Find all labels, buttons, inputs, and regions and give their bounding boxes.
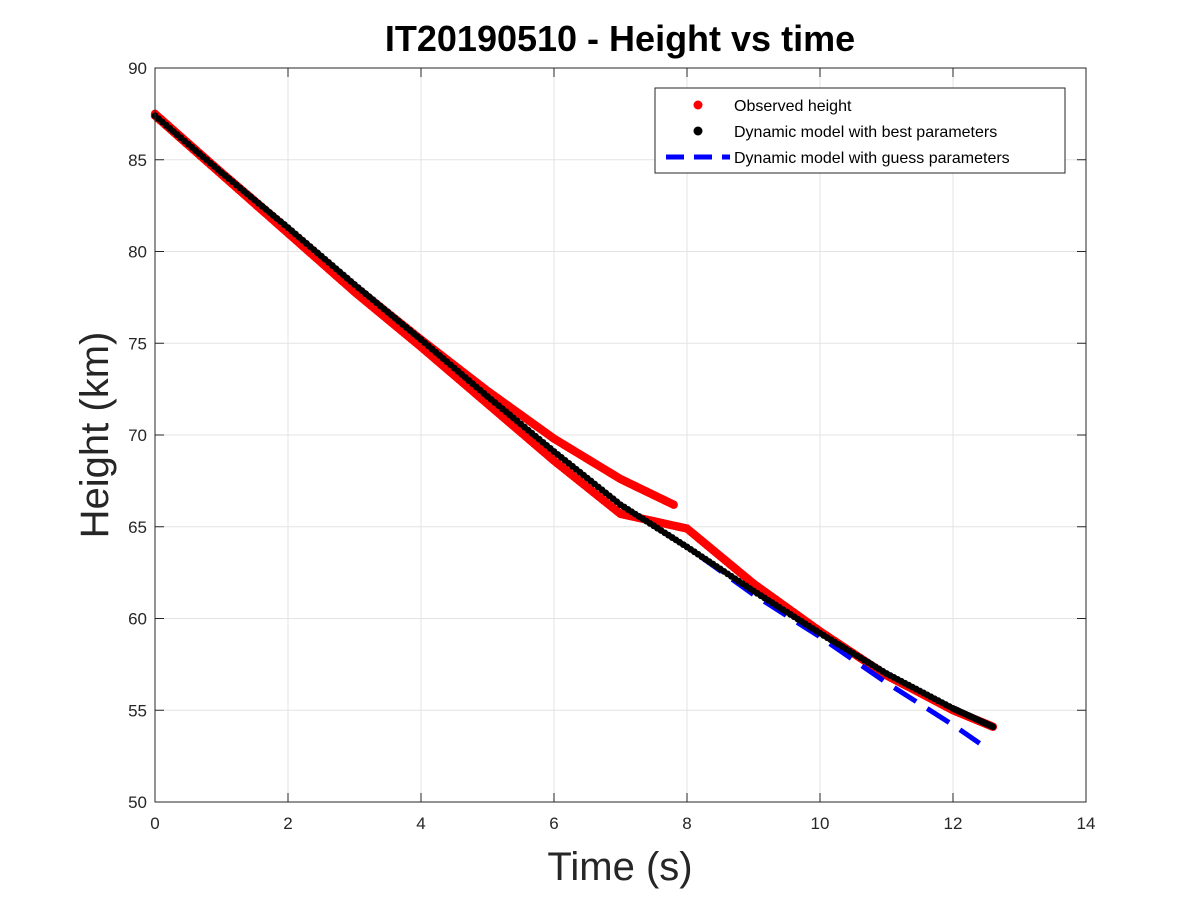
y-axis-title: Height (km) [73, 332, 117, 539]
axis-ticks: 0 2 4 6 8 10 12 14 50 55 60 65 70 75 80 85 90 [128, 59, 1095, 833]
y-tick-label: 75 [128, 334, 147, 353]
best-model-point [989, 723, 997, 731]
x-tick-label: 14 [1077, 814, 1096, 833]
y-tick-label: 50 [128, 793, 147, 812]
y-tick-label: 65 [128, 518, 147, 537]
data-series [150, 109, 998, 746]
y-tick-label: 85 [128, 151, 147, 170]
legend-marker-observed [693, 100, 703, 110]
legend-label-observed: Observed height [734, 98, 852, 115]
x-tick-label: 4 [416, 814, 425, 833]
y-tick-label: 80 [128, 243, 147, 262]
legend-label-guess: Dynamic model with guess parameters [734, 150, 1010, 167]
y-tick-label: 90 [128, 59, 147, 78]
x-tick-label: 10 [811, 814, 830, 833]
x-axis-title: Time (s) [547, 845, 692, 889]
legend-marker-best [693, 126, 703, 136]
x-tick-label: 0 [150, 814, 159, 833]
y-tick-label: 55 [128, 701, 147, 720]
x-tick-label: 6 [549, 814, 558, 833]
series-best-model [151, 112, 997, 731]
chart-title: IT20190510 - Height vs time [385, 18, 855, 59]
x-tick-label: 8 [682, 814, 691, 833]
legend: Observed height Dynamic model with best … [654, 87, 1066, 174]
x-tick-label: 12 [944, 814, 963, 833]
legend-label-best: Dynamic model with best parameters [734, 124, 997, 141]
y-tick-label: 60 [128, 610, 147, 629]
observed-point [669, 500, 678, 509]
x-tick-label: 2 [283, 814, 292, 833]
y-tick-label: 70 [128, 426, 147, 445]
